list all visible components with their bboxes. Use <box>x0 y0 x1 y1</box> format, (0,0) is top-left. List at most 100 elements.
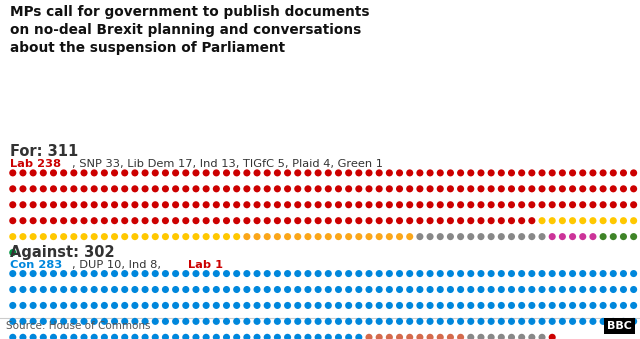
Point <box>527 335 537 339</box>
Point <box>354 170 364 176</box>
Point <box>49 319 59 324</box>
Point <box>344 287 354 292</box>
Point <box>506 186 516 192</box>
Point <box>272 186 282 192</box>
Point <box>568 218 578 223</box>
Point <box>303 271 313 276</box>
Point <box>58 170 68 176</box>
Point <box>547 271 557 276</box>
Point <box>404 271 415 276</box>
Point <box>252 271 262 276</box>
Point <box>313 202 323 207</box>
Point <box>18 234 28 239</box>
Point <box>598 287 608 292</box>
Point <box>333 335 344 339</box>
Point <box>496 218 506 223</box>
Point <box>292 186 303 192</box>
Point <box>68 202 79 207</box>
Point <box>547 170 557 176</box>
Point <box>130 287 140 292</box>
Point <box>313 319 323 324</box>
Point <box>68 186 79 192</box>
Point <box>374 271 384 276</box>
Point <box>313 303 323 308</box>
Point <box>466 218 476 223</box>
Point <box>425 287 435 292</box>
Point <box>252 319 262 324</box>
Point <box>313 170 323 176</box>
Point <box>262 186 273 192</box>
Text: Against: 302: Against: 302 <box>10 245 114 260</box>
Point <box>486 186 496 192</box>
Point <box>211 303 221 308</box>
Point <box>150 287 161 292</box>
Point <box>242 202 252 207</box>
Text: , SNP 33, Lib Dem 17, Ind 13, TIGfC 5, Plaid 4, Green 1: , SNP 33, Lib Dem 17, Ind 13, TIGfC 5, P… <box>72 159 383 169</box>
Point <box>435 335 445 339</box>
Point <box>578 218 588 223</box>
Point <box>130 170 140 176</box>
Point <box>242 186 252 192</box>
Point <box>140 186 150 192</box>
Point <box>201 234 211 239</box>
Text: Con 283: Con 283 <box>10 260 62 270</box>
Point <box>628 303 639 308</box>
Point <box>313 186 323 192</box>
Text: For: 311: For: 311 <box>10 144 78 159</box>
Point <box>588 202 598 207</box>
Point <box>109 218 120 223</box>
Point <box>435 202 445 207</box>
Point <box>435 319 445 324</box>
Point <box>130 186 140 192</box>
Point <box>354 319 364 324</box>
Point <box>608 170 618 176</box>
Point <box>344 319 354 324</box>
Point <box>99 218 109 223</box>
Point <box>578 319 588 324</box>
Point <box>354 303 364 308</box>
Point <box>120 271 130 276</box>
Point <box>628 218 639 223</box>
Point <box>323 218 333 223</box>
Point <box>120 202 130 207</box>
Point <box>415 218 425 223</box>
Point <box>608 319 618 324</box>
Point <box>374 234 384 239</box>
Point <box>170 287 180 292</box>
Point <box>180 303 191 308</box>
Point <box>486 287 496 292</box>
Point <box>568 287 578 292</box>
Point <box>180 218 191 223</box>
Point <box>425 271 435 276</box>
Point <box>68 170 79 176</box>
Point <box>79 287 89 292</box>
Point <box>496 234 506 239</box>
Point <box>120 319 130 324</box>
Point <box>435 170 445 176</box>
Point <box>313 335 323 339</box>
Point <box>323 319 333 324</box>
Point <box>496 303 506 308</box>
Point <box>8 319 18 324</box>
Point <box>232 287 242 292</box>
Point <box>232 319 242 324</box>
Point <box>618 170 628 176</box>
Point <box>8 234 18 239</box>
Point <box>557 170 568 176</box>
Point <box>242 319 252 324</box>
Point <box>425 186 435 192</box>
Point <box>303 303 313 308</box>
Point <box>303 319 313 324</box>
Point <box>588 186 598 192</box>
Point <box>456 202 466 207</box>
Point <box>28 303 38 308</box>
Point <box>578 303 588 308</box>
Point <box>292 303 303 308</box>
Point <box>415 287 425 292</box>
Point <box>527 234 537 239</box>
Point <box>537 234 547 239</box>
Point <box>618 319 628 324</box>
Point <box>150 170 161 176</box>
Point <box>618 303 628 308</box>
Point <box>588 303 598 308</box>
